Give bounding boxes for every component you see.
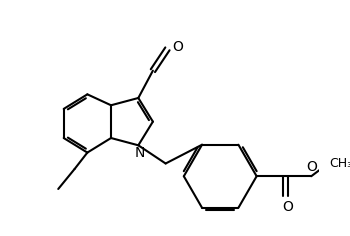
Text: CH₃: CH₃ (329, 157, 350, 170)
Text: O: O (172, 40, 183, 54)
Text: O: O (307, 160, 317, 173)
Text: N: N (135, 146, 145, 160)
Text: O: O (282, 200, 293, 214)
